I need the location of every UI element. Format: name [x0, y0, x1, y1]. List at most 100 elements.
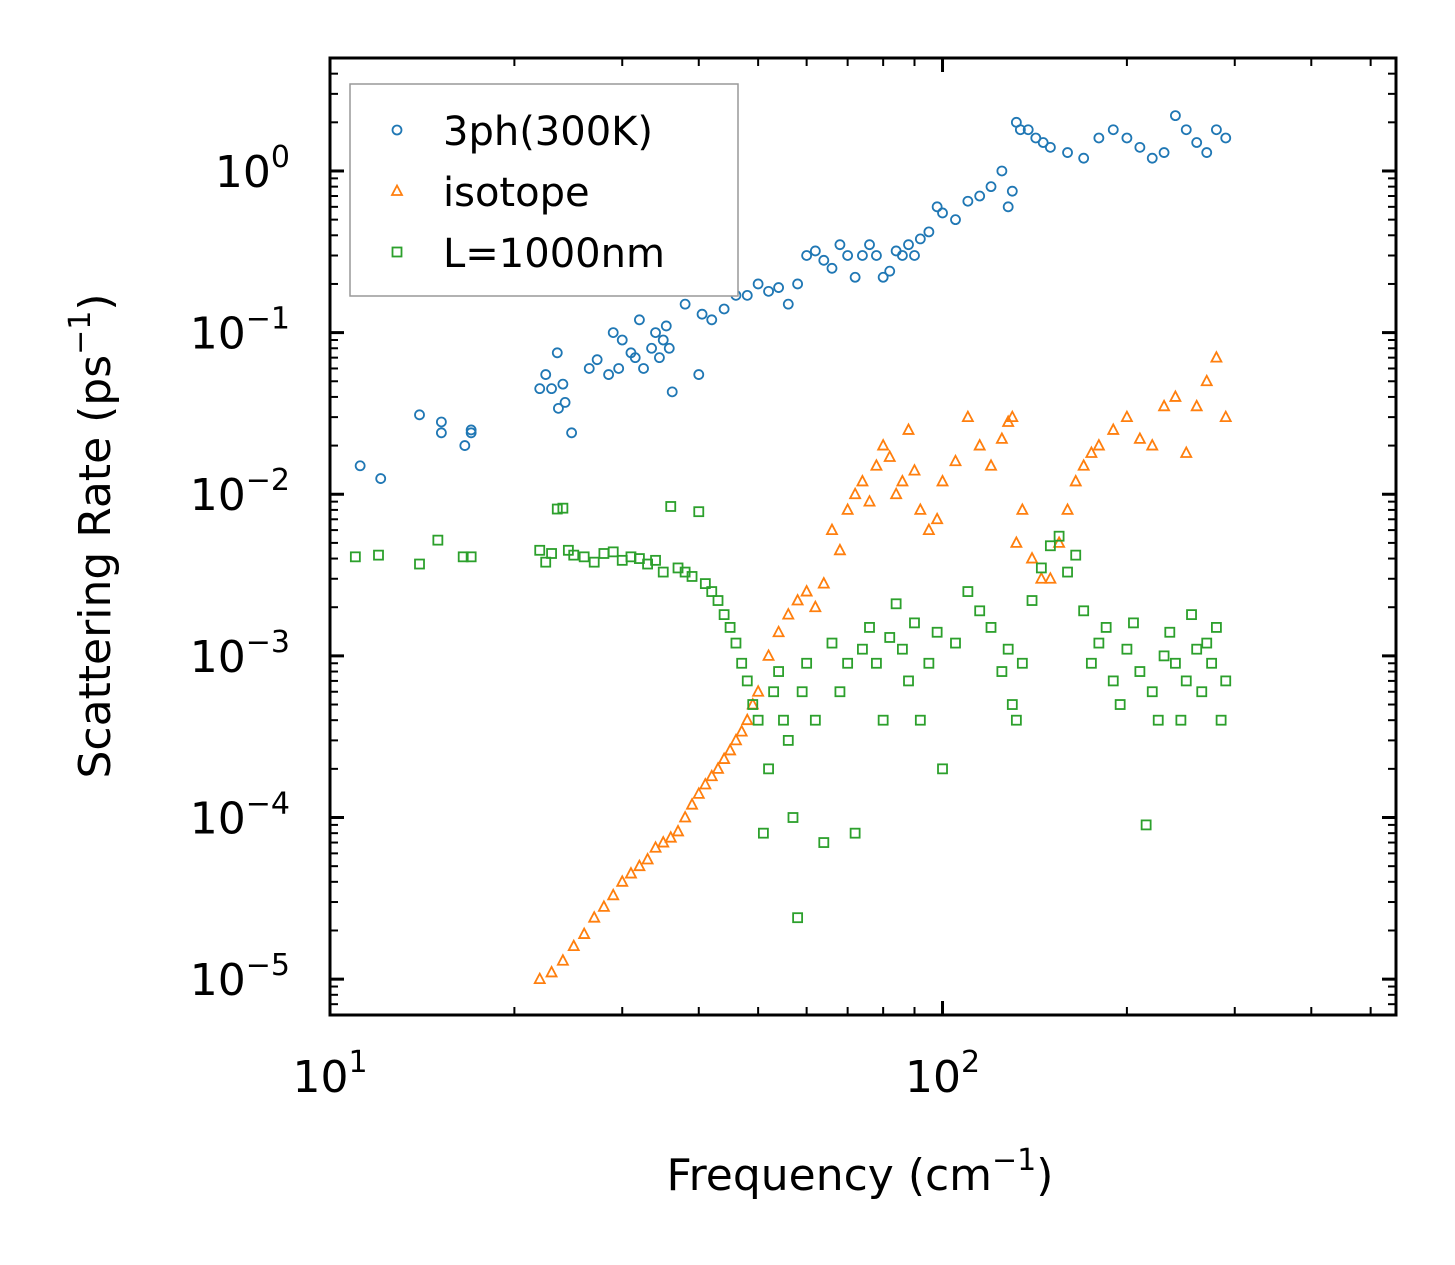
data-point — [654, 352, 665, 364]
data-point — [1006, 185, 1018, 197]
data-point — [1134, 666, 1146, 677]
data-point — [1158, 147, 1170, 158]
data-point — [936, 474, 950, 487]
data-point — [842, 250, 854, 261]
data-point — [1062, 147, 1073, 158]
legend-label: 3ph(300K) — [443, 109, 653, 155]
data-point — [1190, 398, 1204, 412]
data-point — [1014, 124, 1026, 136]
data-point — [678, 810, 692, 823]
data-point — [763, 285, 774, 297]
data-point — [587, 910, 601, 923]
data-point — [1196, 686, 1208, 698]
data-point — [613, 363, 625, 374]
data-point — [1175, 714, 1187, 726]
data-point — [557, 378, 569, 390]
legend: 3ph(300K) isotope L=1000nm — [349, 83, 739, 297]
data-point — [1026, 595, 1038, 606]
data-point — [1215, 714, 1227, 726]
y-tick-label: 10−2 — [190, 463, 290, 521]
data-point — [1146, 686, 1158, 698]
data-point — [615, 874, 629, 887]
data-point — [666, 386, 678, 398]
data-point — [950, 637, 961, 649]
data-point — [551, 347, 563, 359]
data-point — [583, 363, 595, 374]
data-point — [718, 303, 730, 315]
data-point — [1035, 562, 1047, 574]
data-point — [985, 181, 997, 193]
data-point — [696, 308, 708, 320]
data-point — [349, 551, 361, 563]
data-point — [1180, 124, 1192, 136]
data-point — [650, 554, 661, 566]
data-point — [903, 239, 914, 251]
data-point — [540, 369, 552, 380]
data-point — [931, 626, 943, 638]
data-point — [566, 427, 578, 439]
data-point — [817, 576, 831, 589]
data-point — [962, 195, 974, 207]
data-point — [796, 686, 808, 698]
data-point — [1201, 637, 1213, 649]
data-point — [773, 282, 785, 293]
data-point — [826, 637, 838, 649]
data-point — [607, 327, 619, 339]
data-point — [723, 743, 737, 756]
data-point — [800, 584, 814, 597]
data-point — [1191, 643, 1203, 655]
x-tick-label: 101 — [292, 1045, 367, 1103]
data-point — [706, 314, 718, 326]
data-point — [711, 761, 725, 774]
major-ticks — [328, 58, 1396, 1015]
data-point — [603, 369, 614, 380]
data-point — [913, 502, 927, 515]
data-point — [465, 551, 477, 563]
data-point — [1093, 637, 1105, 649]
data-point — [895, 474, 909, 487]
data-point — [685, 797, 699, 810]
data-point — [857, 250, 868, 261]
data-point — [634, 314, 645, 326]
legend-box — [349, 83, 739, 297]
data-point — [588, 556, 600, 568]
data-point — [1179, 445, 1193, 458]
data-point — [833, 542, 847, 556]
data-point — [354, 460, 366, 472]
data-point — [876, 438, 890, 451]
data-point — [826, 262, 838, 274]
data-point — [849, 827, 861, 839]
data-point — [665, 501, 677, 512]
data-point — [782, 298, 794, 310]
data-point — [568, 549, 580, 561]
data-point — [1107, 124, 1119, 136]
data-point — [984, 458, 998, 471]
data-point — [1053, 530, 1065, 542]
data-point — [762, 648, 776, 661]
y-tick-label: 10−4 — [190, 787, 290, 845]
data-point — [616, 554, 628, 566]
data-point — [864, 622, 875, 633]
data-point — [809, 245, 821, 257]
data-point — [757, 827, 769, 839]
data-point — [1002, 643, 1014, 655]
data-point — [903, 675, 914, 687]
data-point — [375, 473, 387, 484]
data-point — [686, 571, 698, 582]
data-point — [457, 551, 469, 563]
data-point — [752, 714, 764, 726]
data-point — [534, 544, 546, 556]
data-point — [1002, 201, 1014, 213]
data-point — [435, 427, 447, 439]
data-point — [1052, 535, 1066, 548]
data-point — [1107, 675, 1119, 687]
data-point — [896, 250, 908, 261]
data-point — [1157, 398, 1171, 412]
data-point — [1114, 699, 1126, 710]
data-point — [607, 546, 619, 558]
data-point — [1168, 389, 1182, 402]
data-point — [660, 320, 672, 332]
data-point — [863, 494, 877, 507]
data-point — [1078, 605, 1090, 617]
data-point — [996, 666, 1008, 677]
